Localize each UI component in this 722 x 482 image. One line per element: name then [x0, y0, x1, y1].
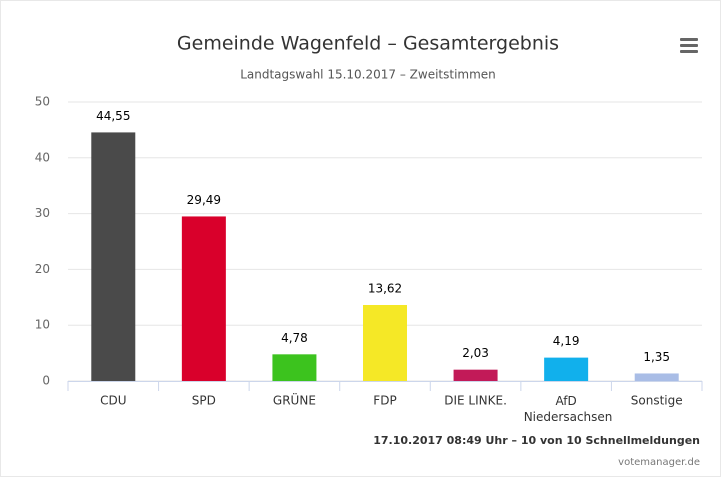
y-tick-label: 40 — [35, 150, 50, 164]
bar — [181, 216, 226, 381]
chart-subtitle: Landtagswahl 15.10.2017 – Zweitstimmen — [240, 68, 496, 82]
menu-button[interactable] — [680, 38, 698, 53]
x-tick-label: CDU — [100, 394, 126, 408]
credits-link[interactable]: votemanager.de — [618, 457, 700, 468]
data-label: 29,49 — [187, 193, 221, 207]
chart-title: Gemeinde Wagenfeld – Gesamtergebnis — [177, 33, 559, 55]
y-tick-label: 20 — [35, 262, 50, 276]
y-tick-label: 30 — [35, 206, 50, 220]
bar — [363, 305, 407, 381]
y-tick-label: 0 — [42, 374, 50, 388]
bar — [272, 354, 317, 381]
data-label: 13,62 — [368, 282, 402, 296]
bar — [634, 373, 679, 381]
menu-bar[interactable] — [680, 38, 698, 41]
bar — [91, 132, 136, 381]
bar — [453, 369, 498, 381]
bar — [544, 357, 589, 381]
data-label: 1,35 — [643, 350, 670, 364]
x-tick-label: Sonstige — [631, 394, 683, 408]
data-label: 2,03 — [462, 346, 489, 360]
x-tick-label: AfD Niedersachsen — [520, 394, 613, 424]
data-label: 4,19 — [553, 334, 580, 348]
menu-bar[interactable] — [680, 44, 698, 47]
x-tick-label: GRÜNE — [273, 392, 316, 408]
y-tick-label: 50 — [35, 95, 50, 109]
x-tick-label: SPD — [192, 394, 216, 408]
data-label: 44,55 — [96, 109, 130, 123]
x-tick-label: DIE LINKE. — [444, 394, 507, 408]
x-tick-label: FDP — [373, 394, 396, 408]
credits: 17.10.2017 08:49 Uhr – 10 von 10 Schnell… — [373, 434, 700, 447]
menu-bar[interactable] — [680, 50, 698, 53]
data-label: 4,78 — [281, 331, 308, 345]
y-tick-label: 10 — [35, 318, 50, 332]
